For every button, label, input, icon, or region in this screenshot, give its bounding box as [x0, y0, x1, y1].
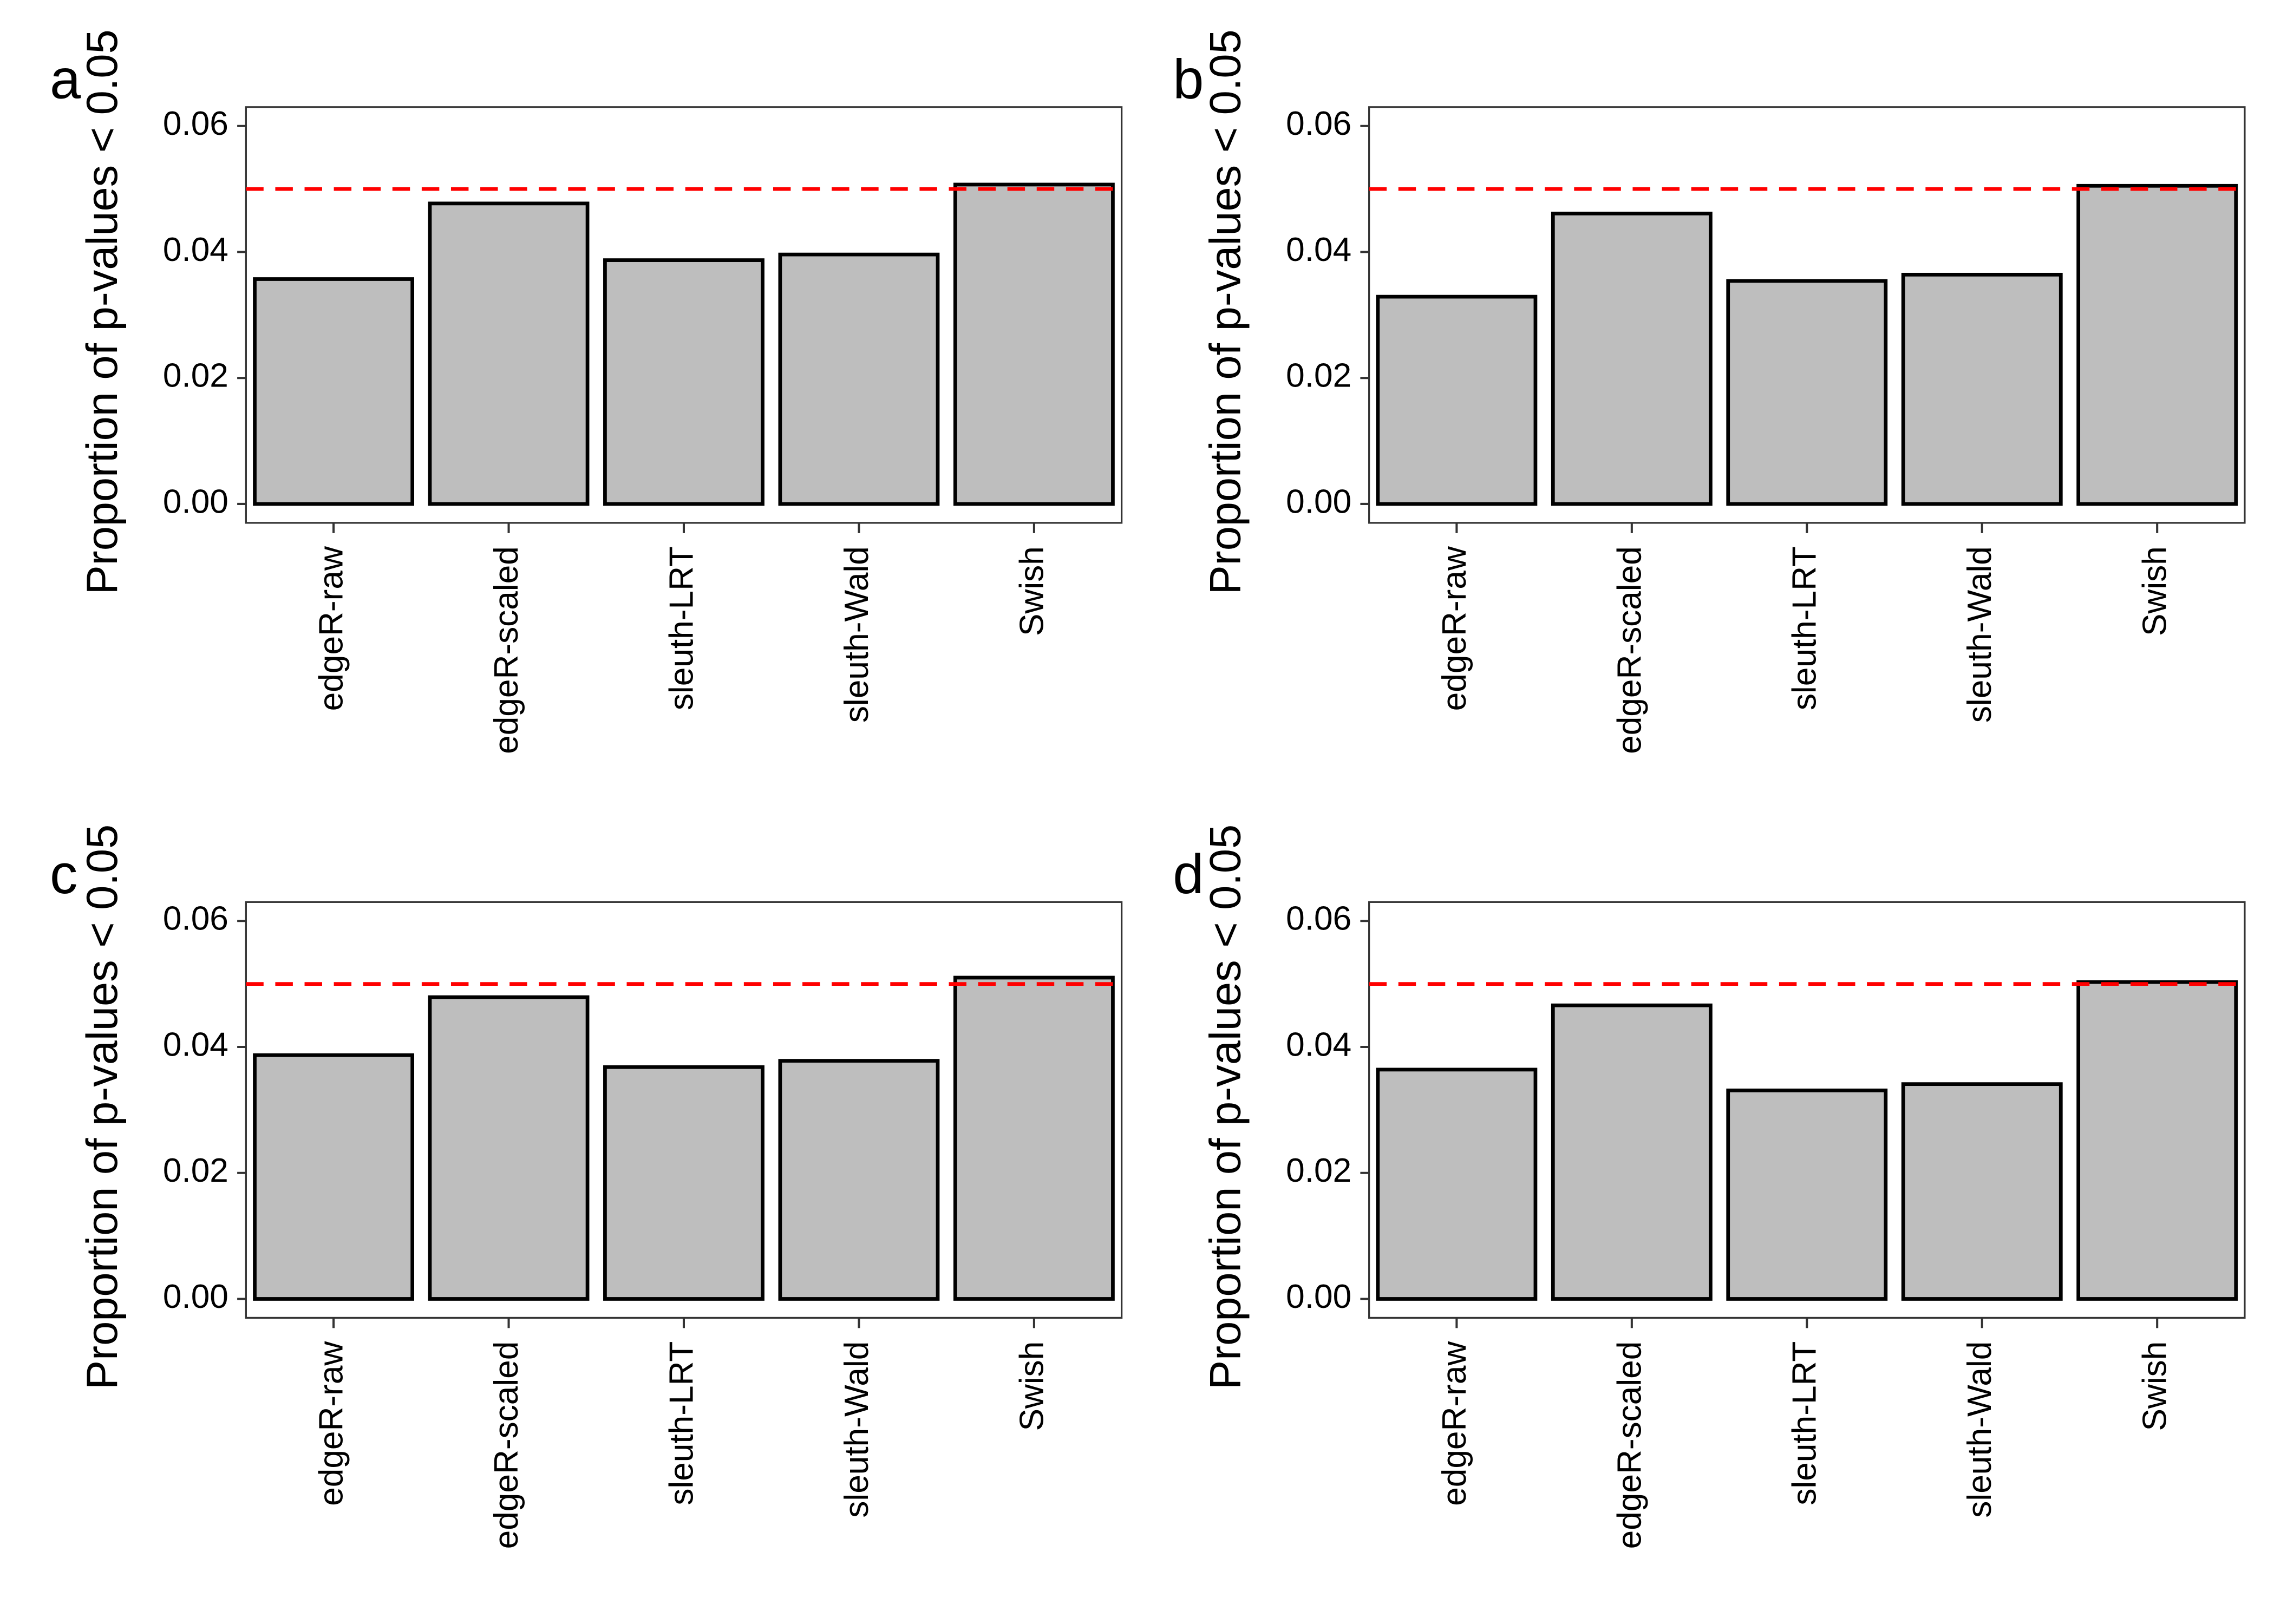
x-tick-label: Swish [1013, 1341, 1050, 1431]
panel-label: b [1173, 48, 1204, 110]
bar [778, 252, 940, 506]
x-tick-label: edgeR-raw [313, 1341, 350, 1506]
bar [253, 1053, 415, 1301]
bar [778, 1059, 940, 1301]
y-tick-label: 0.06 [163, 900, 228, 938]
x-tick-label: edgeR-scaled [488, 1341, 525, 1549]
bar [253, 277, 415, 506]
y-tick-label: 0.04 [163, 1026, 228, 1063]
y-tick-label: 0.02 [163, 357, 228, 395]
bar [1376, 1068, 1538, 1301]
bar [953, 182, 1115, 506]
bar [1901, 1082, 2063, 1301]
x-tick-label: edgeR-raw [1436, 1341, 1473, 1506]
y-tick-label: 0.06 [1286, 900, 1351, 938]
bar [428, 201, 590, 506]
y-axis-label: Proportion of p-values < 0.05 [1201, 824, 1250, 1390]
bar [2076, 184, 2238, 506]
x-tick-label: edgeR-scaled [488, 546, 525, 754]
bar [1726, 1088, 1888, 1301]
y-axis-label: Proportion of p-values < 0.05 [1201, 29, 1250, 594]
y-tick-label: 0.02 [163, 1152, 228, 1189]
bar [1901, 272, 2063, 506]
y-tick-label: 0.04 [163, 231, 228, 269]
x-tick-label: sleuth-Wald [838, 1341, 875, 1518]
y-tick-label: 0.00 [163, 483, 228, 520]
y-tick-label: 0.06 [1286, 105, 1351, 142]
chart-panel: 0.00 0.02 0.04 0.06 edgeR-raw edgeR-scaled sle… [50, 824, 1123, 1549]
bar [2076, 980, 2238, 1301]
x-tick-label: sleuth-Wald [838, 546, 875, 723]
x-tick-label: edgeR-raw [1436, 546, 1473, 711]
x-tick-label: sleuth-Wald [1961, 1341, 1998, 1518]
bar [1551, 1003, 1713, 1301]
y-tick-label: 0.04 [1286, 231, 1351, 269]
bar [603, 1065, 764, 1301]
x-tick-label: Swish [1013, 546, 1050, 636]
bar [428, 995, 590, 1301]
y-tick-label: 0.00 [1286, 1278, 1351, 1315]
y-axis-label: Proportion of p-values < 0.05 [78, 29, 127, 594]
chart-panel: 0.00 0.02 0.04 0.06 edgeR-raw edgeR-scaled sle… [1173, 824, 2246, 1549]
y-tick-label: 0.06 [163, 105, 228, 142]
panel-label: c [50, 843, 77, 905]
y-tick-label: 0.04 [1286, 1026, 1351, 1063]
panel-label: a [50, 48, 81, 110]
panel-label: d [1173, 843, 1204, 905]
x-tick-label: Swish [2136, 1341, 2174, 1431]
x-tick-label: sleuth-LRT [1786, 1341, 1824, 1505]
y-tick-label: 0.00 [1286, 483, 1351, 520]
x-tick-label: sleuth-LRT [663, 1341, 700, 1505]
x-tick-label: edgeR-scaled [1611, 546, 1648, 754]
bar [1376, 294, 1538, 506]
bar [953, 975, 1115, 1301]
y-tick-label: 0.02 [1286, 1152, 1351, 1189]
bar [603, 258, 764, 506]
chart-panel: 0.00 0.02 0.04 0.06 edgeR-raw edgeR-scaled sle… [1173, 29, 2246, 754]
bar [1726, 279, 1888, 506]
x-tick-label: sleuth-LRT [663, 546, 700, 710]
y-tick-label: 0.00 [163, 1278, 228, 1315]
y-tick-label: 0.02 [1286, 357, 1351, 395]
x-tick-label: edgeR-raw [313, 546, 350, 711]
bar [1551, 212, 1713, 506]
x-tick-label: edgeR-scaled [1611, 1341, 1648, 1549]
x-tick-label: sleuth-Wald [1961, 546, 1998, 723]
x-tick-label: sleuth-LRT [1786, 546, 1824, 710]
y-axis-label: Proportion of p-values < 0.05 [78, 824, 127, 1390]
x-tick-label: Swish [2136, 546, 2174, 636]
chart-panel: 0.00 0.02 0.04 0.06 edgeR-raw edgeR-scaled sle… [50, 29, 1123, 754]
